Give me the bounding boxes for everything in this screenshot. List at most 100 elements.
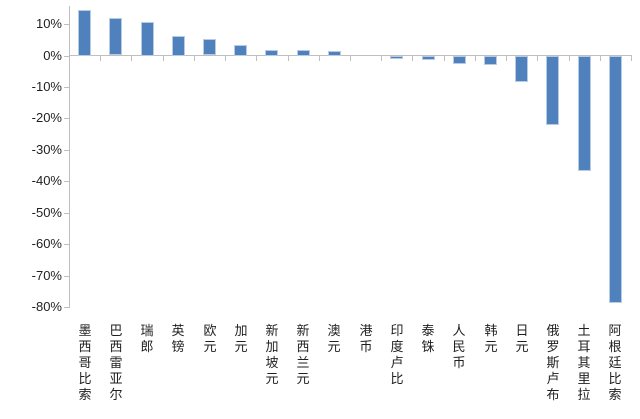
x-axis-label-char: 铢 [421, 339, 435, 354]
x-axis-label-char: 人 [452, 323, 466, 338]
y-axis-tick-label: 10% [35, 16, 62, 31]
x-axis-label: 英镑 [169, 323, 187, 355]
x-axis-label-char: 土 [577, 323, 591, 338]
x-axis-label-char: 比 [78, 371, 92, 386]
x-axis-tick [537, 56, 538, 61]
x-axis-label-char: 英 [171, 323, 185, 338]
y-axis-tick [64, 181, 69, 182]
x-axis-label-char: 加 [234, 323, 248, 338]
x-axis-label: 加元 [232, 323, 250, 355]
y-axis-tick [64, 24, 69, 25]
x-axis-label: 印度卢比 [388, 323, 406, 387]
x-axis-label: 韩元 [482, 323, 500, 355]
x-axis-label-char: 印 [390, 323, 404, 338]
x-axis-label: 俄罗斯卢布 [544, 323, 562, 403]
x-axis-label-char: 索 [78, 387, 92, 402]
x-axis-label-char: 耳 [577, 339, 591, 354]
y-axis-tick-label: -30% [31, 142, 62, 157]
y-axis-tick [64, 244, 69, 245]
x-axis-label: 港币 [357, 323, 375, 355]
x-axis-label-char: 其 [577, 355, 591, 370]
x-axis-label-char: 元 [203, 339, 217, 354]
x-axis-label-char: 元 [327, 339, 341, 354]
x-axis-line [69, 55, 632, 56]
bar [234, 45, 247, 56]
y-axis-tick-label: -10% [31, 79, 62, 94]
x-axis-label-char: 拉 [577, 387, 591, 402]
x-axis-label-char: 坡 [265, 355, 279, 370]
x-axis-label-char: 币 [359, 339, 373, 354]
bar [297, 50, 310, 56]
x-axis-label-char: 兰 [296, 355, 310, 370]
x-axis-label-char: 巴 [109, 323, 123, 338]
x-axis-label-char: 墨 [78, 323, 92, 338]
x-axis-tick [631, 56, 632, 61]
x-axis-label-char: 加 [265, 339, 279, 354]
x-axis-label-char: 俄 [546, 323, 560, 338]
y-axis-tick-label: -40% [31, 173, 62, 188]
x-axis-label-char: 港 [359, 323, 373, 338]
y-axis-tick-label: -50% [31, 205, 62, 220]
x-axis-tick [506, 56, 507, 61]
y-axis-tick-label: -20% [31, 110, 62, 125]
x-axis-tick [69, 56, 70, 61]
x-axis-label-char: 元 [296, 371, 310, 386]
x-axis-label-char: 泰 [421, 323, 435, 338]
bar [484, 56, 497, 65]
y-axis-tick-label: -60% [31, 236, 62, 251]
x-axis-label: 巴西雷亚尔 [107, 323, 125, 403]
x-axis-tick [444, 56, 445, 61]
bar [172, 36, 185, 56]
x-axis-label-char: 西 [109, 339, 123, 354]
x-axis-tick [381, 56, 382, 61]
x-axis-label-char: 罗 [546, 339, 560, 354]
x-axis-label-char: 比 [608, 371, 622, 386]
x-axis-tick [288, 56, 289, 61]
x-axis-label: 土耳其里拉 [575, 323, 593, 403]
bar [609, 56, 622, 303]
x-axis-label-char: 廷 [608, 355, 622, 370]
x-axis-label-char: 西 [78, 339, 92, 354]
y-axis-tick-label: -70% [31, 268, 62, 283]
x-axis-label-char: 韩 [484, 323, 498, 338]
bar [328, 51, 341, 56]
x-axis-tick [412, 56, 413, 61]
x-axis-label: 新加坡元 [263, 323, 281, 387]
x-axis-label: 澳元 [325, 323, 343, 355]
x-axis-label-char: 日 [515, 323, 529, 338]
bar [141, 22, 154, 56]
x-axis-label: 墨西哥比索 [76, 323, 94, 403]
bar [453, 56, 466, 64]
x-axis-tick [100, 56, 101, 61]
x-axis-tick [350, 56, 351, 61]
x-axis-label-char: 镑 [171, 339, 185, 354]
x-axis-label-char: 布 [546, 387, 560, 402]
x-axis-label-char: 元 [234, 339, 248, 354]
x-axis-label: 泰铢 [419, 323, 437, 355]
x-axis-label-char: 度 [390, 339, 404, 354]
y-axis-tick [64, 276, 69, 277]
x-axis-label-char: 索 [608, 387, 622, 402]
bar [546, 56, 559, 125]
y-axis-tick [64, 87, 69, 88]
x-axis-label: 阿根廷比索 [606, 323, 624, 403]
y-axis-tick-label: 0% [43, 48, 62, 63]
x-axis-tick [225, 56, 226, 61]
x-axis-label-char: 元 [265, 371, 279, 386]
bar [578, 56, 591, 171]
x-axis-label-char: 元 [515, 339, 529, 354]
x-axis-label: 日元 [513, 323, 531, 355]
x-axis-label-char: 澳 [327, 323, 341, 338]
x-axis-tick [256, 56, 257, 61]
y-axis-line [69, 6, 70, 309]
x-axis-tick [194, 56, 195, 61]
x-axis-label-char: 郎 [140, 339, 154, 354]
x-axis-label: 新西兰元 [294, 323, 312, 387]
x-axis-label-char: 币 [452, 355, 466, 370]
x-axis-label-char: 里 [577, 371, 591, 386]
x-axis-label-char: 西 [296, 339, 310, 354]
x-axis-label: 人民币 [450, 323, 468, 371]
x-axis-label-char: 瑞 [140, 323, 154, 338]
x-axis-label-char: 哥 [78, 355, 92, 370]
x-axis-label-char: 比 [390, 371, 404, 386]
